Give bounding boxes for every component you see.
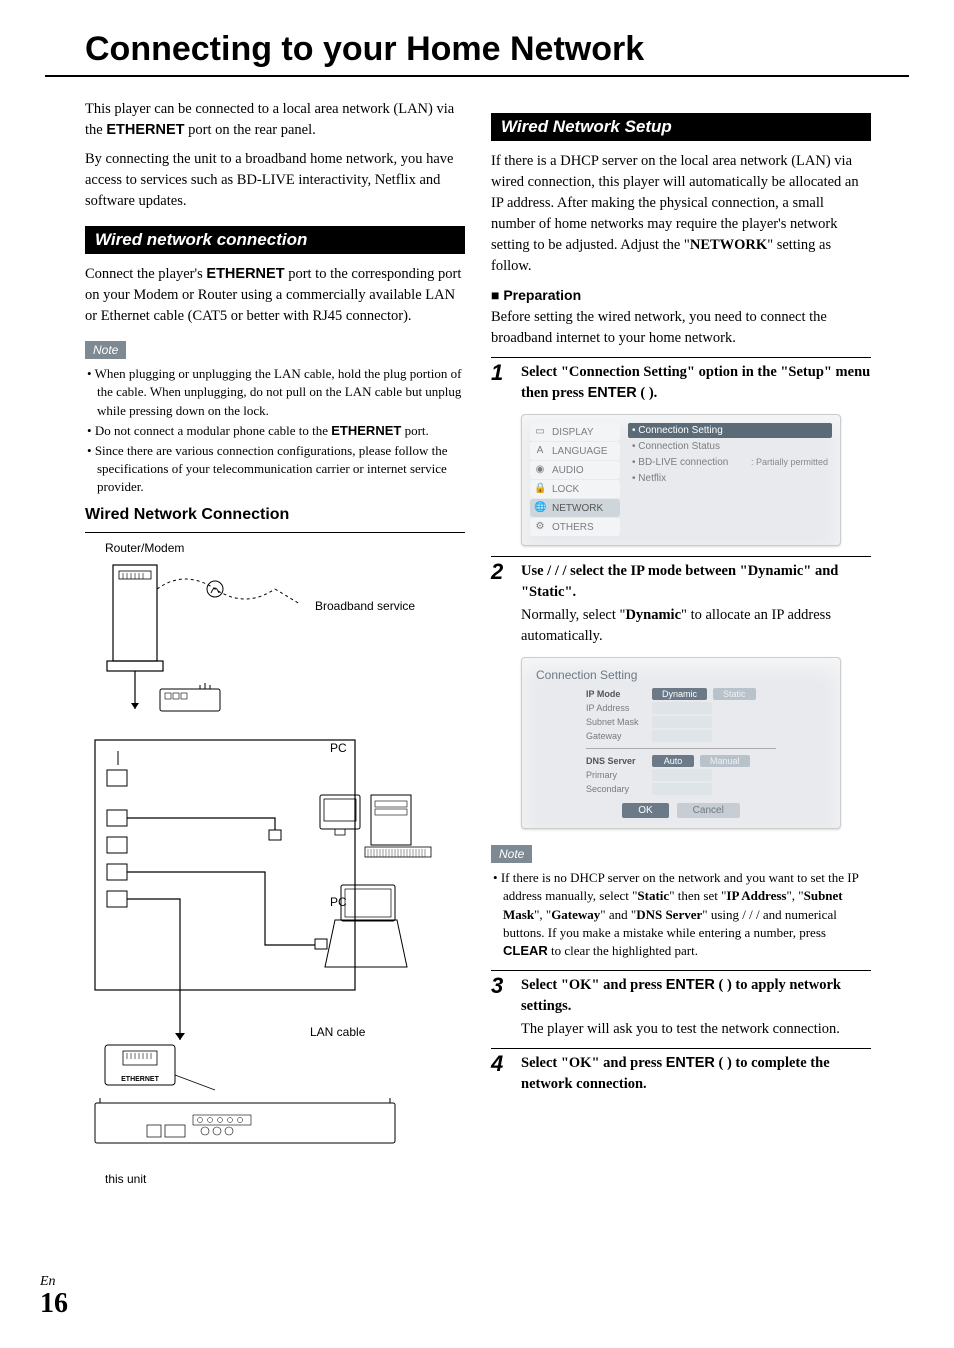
step-2-number: 2 xyxy=(491,561,513,583)
page-title: Connecting to your Home Network xyxy=(85,30,909,69)
preparation-heading: ■ Preparation xyxy=(491,287,871,303)
primary-label: Primary xyxy=(586,770,646,780)
note-item-0: When plugging or unplugging the LAN cabl… xyxy=(85,365,465,420)
page-footer: En 16 xyxy=(40,1274,68,1318)
step-4: 4 Select "OK" and press ENTER ( ) to com… xyxy=(491,1048,871,1095)
menu-item-label: AUDIO xyxy=(552,465,584,476)
connect-p1-pre: Connect the player's xyxy=(85,266,206,282)
sub-rule xyxy=(85,532,465,533)
broadband-text: Broadband service xyxy=(315,599,415,613)
conn-title: Connection Setting xyxy=(536,668,826,682)
subnet-label: Subnet Mask xyxy=(586,717,646,727)
step-2-instruction: Use / / / select the IP mode between "Dy… xyxy=(521,561,871,603)
router-modem-label: Router/Modem xyxy=(105,541,465,555)
manual-pill: Manual xyxy=(700,755,750,767)
step-2-description: Normally, select "Dynamic" to allocate a… xyxy=(521,605,871,647)
columns-container: This player can be connected to a local … xyxy=(45,99,909,1175)
setup-menu-sidebar: ▭ DISPLAY A LANGUAGE ◉ AUDIO 🔒 LOCK 🌐 NETWORK ⚙ OTH… xyxy=(530,423,620,537)
menu-item-network: 🌐 NETWORK xyxy=(530,499,620,517)
menu-icon: A xyxy=(534,445,546,457)
menu-option-value: : Partially permitted xyxy=(751,457,828,467)
menu-icon: 🔒 xyxy=(534,483,546,495)
pc-label-1: PC xyxy=(330,741,347,755)
step-4-instruction: Select "OK" and press ENTER ( ) to compl… xyxy=(521,1053,871,1095)
title-rule xyxy=(45,75,909,77)
right-column: Wired Network Setup If there is a DHCP s… xyxy=(491,99,871,1175)
menu-item-language: A LANGUAGE xyxy=(530,442,620,460)
setup-p1: If there is a DHCP server on the local a… xyxy=(491,151,871,277)
menu-icon: ◉ xyxy=(534,464,546,476)
step-2: 2 Use / / / select the IP mode between "… xyxy=(491,556,871,647)
gateway-label: Gateway xyxy=(586,731,646,741)
menu-item-label: DISPLAY xyxy=(552,427,594,438)
intro-p1-bold: ETHERNET xyxy=(106,122,184,138)
secondary-label: Secondary xyxy=(586,784,646,794)
connect-p1: Connect the player's ETHERNET port to th… xyxy=(85,264,465,327)
modem-illustration xyxy=(105,559,305,729)
unit-illustration xyxy=(85,1095,445,1165)
connection-setting-dialog: Connection Setting IP Mode Dynamic Stati… xyxy=(521,657,841,829)
menu-item-label: NETWORK xyxy=(552,503,603,514)
intro-p1-post: port on the rear panel. xyxy=(185,122,316,138)
menu-option: • Connection Setting xyxy=(628,423,832,438)
dynamic-pill: Dynamic xyxy=(652,688,707,700)
menu-icon: ▭ xyxy=(534,426,546,438)
step-4-number: 4 xyxy=(491,1053,513,1075)
static-pill: Static xyxy=(713,688,756,700)
step-1-instruction: Select "Connection Setting" option in th… xyxy=(521,362,871,404)
menu-option: • Connection Status xyxy=(628,439,832,454)
pc-label-2: PC xyxy=(330,895,347,909)
ethernet-label: ETHERNET xyxy=(121,1076,159,1083)
menu-item-display: ▭ DISPLAY xyxy=(530,423,620,441)
menu-option: • BD-LIVE connection: Partially permitte… xyxy=(628,455,832,470)
step-1: 1 Select "Connection Setting" option in … xyxy=(491,357,871,404)
intro-p2: By connecting the unit to a broadband ho… xyxy=(85,149,465,212)
note-item-2: Since there are various connection confi… xyxy=(85,442,465,497)
cancel-button: Cancel xyxy=(677,803,740,818)
sub-heading: Wired Network Connection xyxy=(85,506,465,524)
menu-item-label: LANGUAGE xyxy=(552,446,608,457)
note2-text: If there is no DHCP server on the networ… xyxy=(491,869,871,960)
preparation-text: Before setting the wired network, you ne… xyxy=(491,307,871,349)
lan-cable-label: LAN cable xyxy=(310,1025,365,1039)
broadband-label: Broadband service xyxy=(315,599,415,615)
step-1-number: 1 xyxy=(491,362,513,384)
notes-list: When plugging or unplugging the LAN cabl… xyxy=(85,365,465,496)
this-unit-label: this unit xyxy=(105,1172,465,1186)
ip-address-label: IP Address xyxy=(586,703,646,713)
ip-mode-label: IP Mode xyxy=(586,689,646,699)
menu-icon: ⚙ xyxy=(534,521,546,533)
switch-pc-illustration: ETHERNET xyxy=(85,735,445,1095)
setup-menu-screenshot: ▭ DISPLAY A LANGUAGE ◉ AUDIO 🔒 LOCK 🌐 NETWORK ⚙ OTH… xyxy=(521,414,841,546)
left-column: This player can be connected to a local … xyxy=(85,99,465,1175)
section-wired-connection: Wired network connection xyxy=(85,226,465,254)
note-badge-2: Note xyxy=(491,845,532,863)
step-3-instruction: Select "OK" and press ENTER ( ) to apply… xyxy=(521,975,871,1017)
menu-option: • Netflix xyxy=(628,471,832,486)
step-3: 3 Select "OK" and press ENTER ( ) to app… xyxy=(491,970,871,1040)
menu-item-others: ⚙ OTHERS xyxy=(530,518,620,536)
notes-list-2: If there is no DHCP server on the networ… xyxy=(491,869,871,960)
wiring-diagram: Router/Modem xyxy=(85,541,465,1175)
note-item-1: Do not connect a modular phone cable to … xyxy=(85,422,465,440)
intro-p1: This player can be connected to a local … xyxy=(85,99,465,141)
auto-pill: Auto xyxy=(652,755,694,767)
section-wired-setup: Wired Network Setup xyxy=(491,113,871,141)
connect-p1-bold: ETHERNET xyxy=(206,266,284,282)
setup-menu-options: • Connection Setting• Connection Status•… xyxy=(628,423,832,537)
menu-item-label: OTHERS xyxy=(552,522,594,533)
footer-page-number: 16 xyxy=(40,1290,68,1318)
menu-item-label: LOCK xyxy=(552,484,579,495)
dns-label: DNS Server xyxy=(586,756,646,766)
menu-item-audio: ◉ AUDIO xyxy=(530,461,620,479)
note-badge: Note xyxy=(85,341,126,359)
step-3-description: The player will ask you to test the netw… xyxy=(521,1019,871,1040)
step-3-number: 3 xyxy=(491,975,513,997)
menu-icon: 🌐 xyxy=(534,502,546,514)
menu-item-lock: 🔒 LOCK xyxy=(530,480,620,498)
ok-button: OK xyxy=(622,803,668,818)
